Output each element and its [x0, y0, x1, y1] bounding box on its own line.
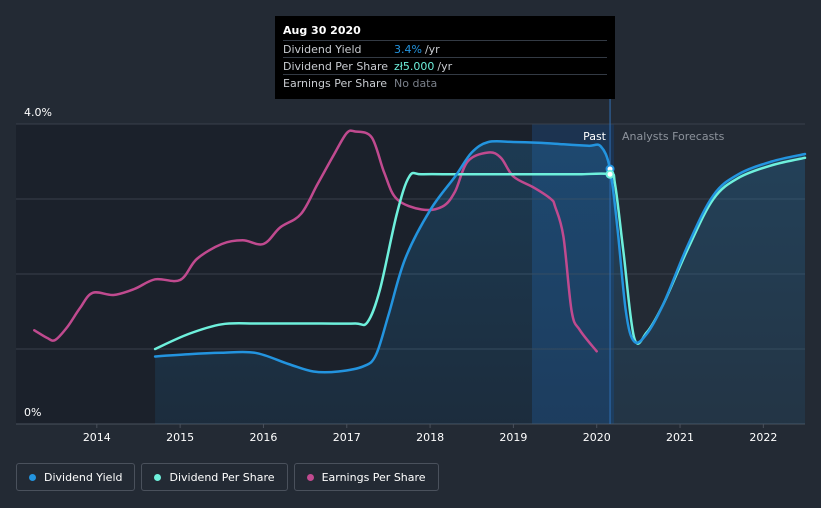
tooltip: Aug 30 2020 Dividend Yield 3.4%/yr Divid… — [275, 16, 615, 99]
past-label: Past — [583, 130, 607, 143]
series-lines — [33, 129, 807, 374]
earnings-per-share-dot-icon — [306, 473, 314, 481]
x-tick-label: 2020 — [583, 431, 611, 444]
x-axis-ticks: 2014 2015 2016 2017 2018 2019 2020 2021 2022 — [83, 424, 777, 444]
legend-label: Dividend Per Share — [169, 470, 275, 484]
y-axis-max-label: 4.0% — [24, 106, 52, 119]
x-tick-label: 2015 — [166, 431, 194, 444]
tooltip-value: No data — [394, 76, 438, 90]
x-tick-label: 2016 — [249, 431, 277, 444]
tooltip-label: Dividend Per Share — [283, 59, 389, 73]
legend: Dividend Yield Dividend Per Share Earnin… — [16, 463, 439, 491]
y-axis-min-label: 0% — [24, 406, 41, 419]
dividend-per-share-marker — [605, 169, 615, 179]
tooltip-row-dividend-per-share: Dividend Per Share zł5.000/yr — [283, 57, 607, 74]
x-tick-label: 2014 — [83, 431, 111, 444]
x-tick-label: 2018 — [416, 431, 444, 444]
forecast-label: Analysts Forecasts — [622, 130, 725, 143]
x-tick-label: 2019 — [499, 431, 527, 444]
tooltip-date: Aug 30 2020 — [283, 24, 361, 37]
tooltip-row-dividend-yield: Dividend Yield 3.4%/yr — [283, 40, 607, 57]
chart-area: 4.0% 0% Past Analysts Forecasts 2014 2015… — [16, 16, 807, 444]
x-tick-label: 2021 — [666, 431, 694, 444]
dividend-yield-area — [155, 141, 806, 424]
legend-dividend-yield[interactable]: Dividend Yield — [16, 463, 136, 491]
tooltip-unit: /yr — [437, 59, 453, 73]
tooltip-row-earnings-per-share: Earnings Per Share No data — [283, 74, 607, 91]
earnings-per-share-line — [33, 129, 598, 353]
legend-label: Dividend Yield — [44, 470, 123, 484]
legend-dividend-per-share[interactable]: Dividend Per Share — [141, 463, 288, 491]
legend-label: Earnings Per Share — [321, 470, 426, 484]
x-tick-label: 2022 — [749, 431, 777, 444]
tooltip-label: Earnings Per Share — [283, 76, 388, 90]
tooltip-unit: /yr — [424, 42, 440, 56]
tooltip-value: zł5.000 — [394, 59, 435, 73]
legend-earnings-per-share[interactable]: Earnings Per Share — [293, 463, 439, 491]
tooltip-value: 3.4% — [394, 42, 422, 56]
tooltip-markers — [605, 164, 615, 179]
x-tick-label: 2017 — [333, 431, 361, 444]
dividend-per-share-dot-icon — [154, 473, 162, 481]
dividend-yield-dot-icon — [29, 473, 36, 481]
tooltip-label: Dividend Yield — [283, 42, 362, 56]
dividend-yield-line — [153, 139, 807, 374]
